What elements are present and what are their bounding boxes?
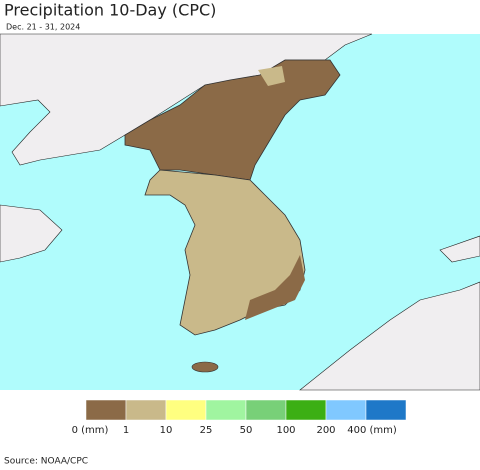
legend-label: 10: [160, 425, 173, 436]
map: [0, 33, 480, 391]
legend-swatch: [165, 399, 207, 421]
title: Precipitation 10-Day (CPC): [4, 1, 216, 20]
legend-label: 50: [240, 425, 253, 436]
source: Source: NOAA/CPC: [4, 457, 88, 467]
jeju: [191, 361, 219, 373]
japan: [299, 281, 480, 391]
legend-swatch: [85, 399, 127, 421]
legend: 0 (mm) 1 10 25 50 100 200 400 (mm): [72, 399, 407, 436]
legend-label: 25: [200, 425, 213, 436]
south-korea: [144, 169, 306, 336]
legend-swatch: [285, 399, 327, 421]
japan-north: [439, 235, 480, 263]
legend-label: 1: [123, 425, 129, 436]
legend-label: 400 (mm): [347, 425, 397, 436]
legend-swatch: [245, 399, 287, 421]
south-coast: [245, 255, 305, 320]
legend-swatch: [325, 399, 367, 421]
legend-label: 100: [276, 425, 295, 436]
legend-swatch: [205, 399, 247, 421]
north-korea: [124, 59, 341, 181]
north-korea-patch: [258, 66, 285, 86]
legend-label: 0 (mm): [72, 425, 109, 436]
legend-label: 200: [316, 425, 335, 436]
mainland-west: [0, 204, 63, 263]
subtitle: Dec. 21 - 31, 2024: [6, 23, 80, 32]
legend-swatch: [125, 399, 167, 421]
legend-swatch: [365, 399, 407, 421]
